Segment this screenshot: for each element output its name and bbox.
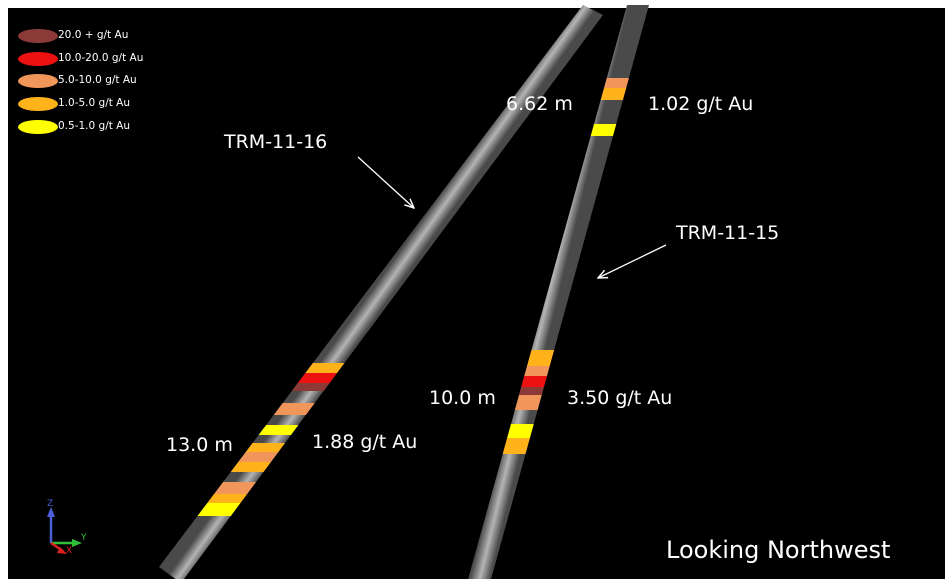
drillhole-body [159, 5, 603, 579]
x-axis-label: X [66, 546, 73, 556]
legend-label: 1.0-5.0 g/t Au [58, 97, 131, 109]
x-axis-arrow [57, 547, 67, 554]
callout-arrow-trm-11-15 [598, 244, 667, 278]
legend-swatch [18, 29, 58, 43]
legend-label: 20.0 + g/t Au [58, 29, 129, 41]
intercept-length: 6.62 m [506, 93, 573, 115]
legend-label: 5.0-10.0 g/t Au [58, 74, 137, 86]
legend-swatch [18, 120, 58, 134]
callout-arrow-trm-11-16 [357, 156, 414, 208]
hole-label-trm-11-15: TRM-11-15 [676, 222, 780, 244]
z-axis-label: Z [47, 499, 54, 509]
legend-label: 0.5-1.0 g/t Au [58, 120, 131, 132]
intercept-length: 13.0 m [166, 434, 233, 456]
hole-label-trm-11-16: TRM-11-16 [224, 131, 328, 153]
intercept-length: 10.0 m [429, 387, 496, 409]
y-axis-arrow [72, 539, 82, 547]
legend-swatch [18, 52, 58, 66]
intercept-grade: 1.02 g/t Au [648, 93, 754, 115]
y-axis-label: Y [81, 533, 87, 543]
intercept-grade: 1.88 g/t Au [312, 431, 418, 453]
view-direction-label: Looking Northwest [666, 536, 891, 564]
scene-background [8, 8, 945, 579]
z-axis-arrow [47, 507, 55, 517]
intercept-grade: 3.50 g/t Au [567, 387, 673, 409]
legend-swatch [18, 97, 58, 111]
axis-triad [47, 507, 82, 554]
legend-swatch [18, 74, 58, 88]
legend-label: 10.0-20.0 g/t Au [58, 52, 144, 64]
